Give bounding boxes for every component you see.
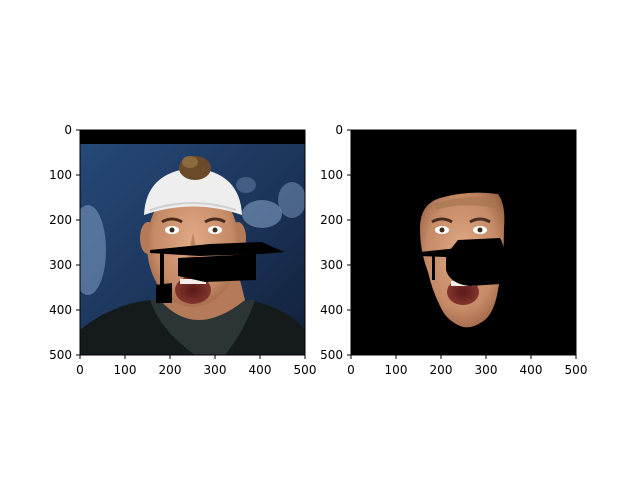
right-x-ticks: 0 100 200 300 400 500: [347, 355, 587, 377]
left-x-tick-label: 500: [294, 363, 317, 377]
right-x-tick-label: 400: [520, 363, 543, 377]
right-x-tick-label: 200: [430, 363, 453, 377]
segmented-face: [420, 192, 505, 328]
right-axes-frame: [350, 129, 577, 356]
left-x-tick-label: 400: [249, 363, 272, 377]
left-x-tick-label: 200: [159, 363, 182, 377]
left-image-panel: [80, 130, 305, 355]
right-x-tick-label: 300: [475, 363, 498, 377]
right-y-tick-label: 500: [320, 348, 343, 362]
left-x-tick-label: 100: [114, 363, 137, 377]
left-y-tick-label: 100: [49, 168, 72, 182]
right-y-tick-label: 100: [320, 168, 343, 182]
right-x-tick-label: 500: [565, 363, 588, 377]
right-image-panel: [351, 130, 576, 355]
left-y-tick-label: 0: [64, 123, 72, 137]
right-y-ticks: 0 100 200 300 400 500: [320, 123, 351, 362]
left-y-tick-label: 300: [49, 258, 72, 272]
right-y-tick-label: 200: [320, 213, 343, 227]
right-y-tick-label: 0: [335, 123, 343, 137]
right-y-tick-label: 300: [320, 258, 343, 272]
left-axes-frame: [79, 129, 306, 356]
left-x-ticks: 0 100 200 300 400 500: [76, 355, 316, 377]
left-x-tick-label: 300: [204, 363, 227, 377]
left-y-tick-label: 400: [49, 303, 72, 317]
left-y-tick-label: 200: [49, 213, 72, 227]
left-y-ticks: 0 100 200 300 400 500: [49, 123, 80, 362]
left-x-tick-label: 0: [76, 363, 84, 377]
left-y-tick-label: 500: [49, 348, 72, 362]
right-x-tick-label: 0: [347, 363, 355, 377]
right-x-tick-label: 100: [385, 363, 408, 377]
right-y-tick-label: 400: [320, 303, 343, 317]
